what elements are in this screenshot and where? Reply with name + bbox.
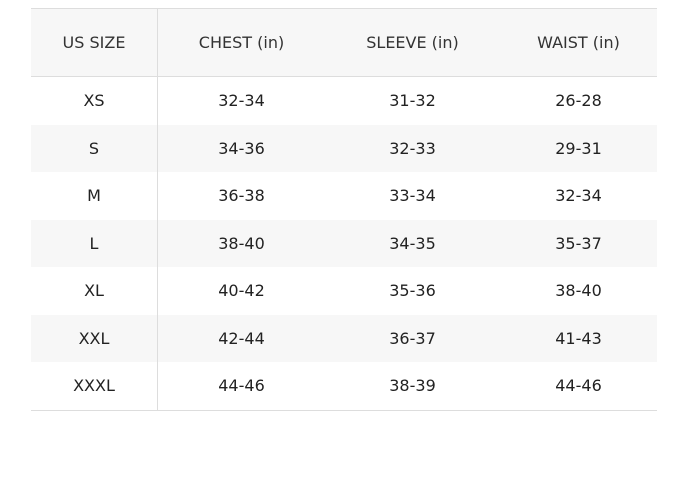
header-waist: WAIST (in) (500, 8, 657, 77)
table-row: XXXL 44-46 38-39 44-46 (31, 362, 657, 411)
cell-waist: 44-46 (500, 362, 657, 411)
cell-chest: 42-44 (157, 314, 325, 362)
cell-chest: 38-40 (157, 219, 325, 267)
cell-chest: 34-36 (157, 124, 325, 172)
cell-chest: 32-34 (218, 91, 265, 111)
header-row: US SIZE CHEST (in) SLEEVE (in) WAIST (in… (31, 8, 657, 77)
cell-size: XL (31, 267, 158, 315)
cell-waist: 32-34 (555, 186, 602, 206)
cell-waist: 38-40 (555, 281, 602, 301)
cell-sleeve: 33-34 (389, 186, 436, 206)
cell-size: M (31, 172, 158, 220)
table-row: S 34-36 32-33 29-31 (31, 124, 657, 172)
cell-waist: 41-43 (500, 314, 657, 362)
header-chest: CHEST (in) (157, 8, 325, 77)
table-row: XS 32-34 31-32 26-28 (31, 76, 657, 125)
cell-sleeve: 35-36 (389, 281, 436, 301)
cell-sleeve: 34-35 (325, 219, 500, 267)
cell-chest: 40-42 (218, 281, 265, 301)
cell-size: XXXL (31, 362, 158, 411)
header-us-size: US SIZE (31, 8, 158, 77)
size-chart-table: US SIZE CHEST (in) SLEEVE (in) WAIST (in… (31, 8, 657, 411)
cell-waist: 29-31 (500, 124, 657, 172)
table-row: XXL 42-44 36-37 41-43 (31, 314, 657, 362)
table-row: XL 40-42 35-36 38-40 (31, 267, 657, 315)
cell-size: L (31, 219, 158, 267)
cell-size: XS (31, 76, 158, 125)
header-sleeve: SLEEVE (in) (325, 8, 500, 77)
cell-waist: 35-37 (500, 219, 657, 267)
cell-size: XXL (31, 314, 158, 362)
cell-chest: 44-46 (157, 362, 325, 411)
cell-waist: 26-28 (555, 91, 602, 111)
table-row: M 36-38 33-34 32-34 (31, 172, 657, 220)
cell-sleeve: 32-33 (325, 124, 500, 172)
cell-sleeve: 38-39 (325, 362, 500, 411)
cell-sleeve: 36-37 (325, 314, 500, 362)
cell-sleeve: 31-32 (389, 91, 436, 111)
cell-size: S (31, 124, 158, 172)
table-row: L 38-40 34-35 35-37 (31, 219, 657, 267)
cell-chest: 36-38 (218, 186, 265, 206)
